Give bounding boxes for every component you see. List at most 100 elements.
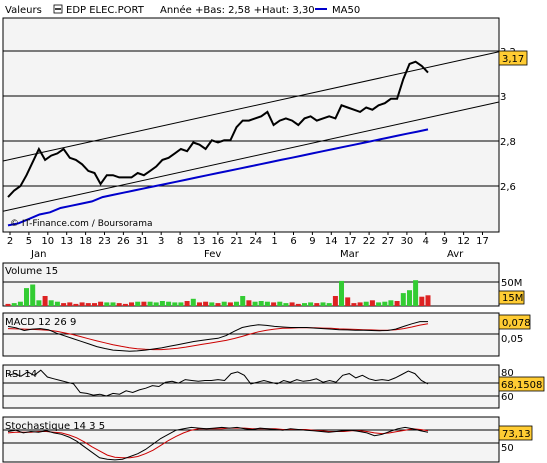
- rsi-last-value: 68,1508: [501, 380, 542, 391]
- date-axis: Jan Fev Mar Avr 2 5 10 13 18 23 26 31 3 8 13 16 21 24…: [7, 232, 489, 260]
- volume-bar: [98, 301, 104, 306]
- rsi-last-value-badge: [498, 376, 545, 392]
- x-tick-label: 27: [382, 236, 395, 247]
- stochastic-title: Stochastique 14 3 5: [5, 421, 105, 432]
- volume-bar: [209, 302, 215, 306]
- volume-bar: [246, 300, 252, 306]
- x-tick-label: 4: [423, 236, 429, 247]
- macd-last-value-badge: [498, 314, 531, 330]
- volume-bar: [178, 302, 184, 306]
- volume-panel: Volume 15 50M 15M: [2, 262, 525, 307]
- x-tick-label: 18: [79, 236, 92, 247]
- year-range-text: Année +Bas: 2,58 +Haut: 3,30: [160, 4, 315, 16]
- volume-bar: [357, 302, 363, 306]
- price-tick-2-8: 2,8: [500, 137, 516, 148]
- volume-bar: [197, 302, 202, 306]
- x-tick-label: 26: [117, 236, 130, 247]
- volume-last-value: 15M: [502, 293, 523, 304]
- x-tick-label: 9: [442, 236, 448, 247]
- x-tick-label: 21: [230, 236, 243, 247]
- volume-bar: [122, 303, 128, 306]
- valeurs-label: Valeurs: [5, 5, 42, 16]
- volume-bar: [73, 303, 79, 306]
- volume-bar: [326, 303, 332, 306]
- volume-bar: [135, 301, 141, 306]
- price-tick-2-6: 2,6: [500, 182, 516, 193]
- price-plot-area: [2, 17, 500, 233]
- volume-bar: [61, 303, 67, 306]
- volume-bar: [42, 296, 48, 306]
- rsi-tick-60: 60: [501, 392, 514, 403]
- volume-bar: [382, 301, 388, 306]
- volume-bar: [407, 290, 412, 306]
- x-tick-label: 17: [344, 236, 357, 247]
- price-last-value: 3,17: [502, 54, 524, 65]
- rsi-title: RSI 14: [5, 369, 37, 380]
- x-tick-label: 8: [177, 236, 183, 247]
- watermark: © IT-Finance.com / Boursorama: [10, 219, 152, 229]
- ma50-legend-label: MA50: [332, 5, 360, 16]
- stochastic-panel: Stochastique 14 3 5 50 73,13: [2, 416, 533, 463]
- macd-signal-line: [7, 323, 429, 351]
- volume-bar: [363, 301, 369, 306]
- volume-bar: [24, 288, 29, 306]
- macd-tick-0-05: 0,05: [501, 334, 523, 345]
- stochastic-last-value: 73,13: [502, 429, 531, 440]
- macd-line: [7, 321, 428, 352]
- volume-bar: [394, 301, 400, 306]
- x-tick-label: 24: [249, 236, 262, 247]
- volume-bar: [11, 303, 17, 306]
- x-tick-label: 14: [325, 236, 338, 247]
- x-tick-label: 1: [271, 236, 277, 247]
- volume-bar: [339, 280, 344, 306]
- volume-bar: [289, 302, 295, 306]
- volume-bar: [388, 300, 394, 306]
- x-tick-label: 31: [136, 236, 149, 247]
- volume-bar: [283, 303, 289, 306]
- x-tick-label: 12: [457, 236, 470, 247]
- x-tick-label: 13: [60, 236, 73, 247]
- volume-bar: [413, 280, 419, 306]
- volume-bar: [5, 303, 11, 306]
- volume-bar: [190, 298, 196, 306]
- volume-bar: [85, 303, 91, 306]
- volume-bar: [234, 301, 239, 306]
- x-tick-label: 10: [41, 236, 54, 247]
- price-last-value-badge: [498, 50, 528, 66]
- volume-bar: [153, 302, 159, 306]
- x-tick-label: 23: [98, 236, 111, 247]
- x-tick-label: 30: [401, 236, 414, 247]
- volume-bar: [295, 303, 301, 306]
- channel-upper-line: [2, 51, 500, 162]
- volume-plot-area: [2, 262, 500, 307]
- macd-last-value: 0,078: [502, 318, 531, 329]
- channel-lower-line: [2, 101, 500, 212]
- month-label-avr: Avr: [447, 249, 464, 260]
- volume-bar: [252, 301, 258, 306]
- volume-bar: [48, 300, 54, 306]
- rsi-line: [7, 369, 429, 397]
- volume-bar: [425, 295, 431, 307]
- volume-tick-50m: 50M: [501, 278, 522, 289]
- x-tick-label: 3: [158, 236, 164, 247]
- price-panel: Valeurs EDP ELEC.PORT Année +Bas: 2,58 +…: [2, 4, 528, 233]
- x-tick-label: 17: [476, 236, 489, 247]
- volume-bar: [258, 301, 264, 306]
- x-tick-label: 5: [26, 236, 32, 247]
- volume-bar: [400, 293, 406, 306]
- volume-bar: [30, 284, 36, 306]
- volume-bar: [17, 301, 23, 306]
- volume-bar: [320, 302, 326, 306]
- volume-bar: [166, 301, 172, 306]
- price-tick-3: 3: [500, 92, 506, 103]
- volume-bar: [129, 302, 134, 306]
- volume-bar: [302, 303, 307, 306]
- volume-bar: [104, 302, 110, 306]
- volume-bar: [79, 302, 85, 306]
- volume-bar: [332, 296, 338, 306]
- volume-bar: [419, 296, 425, 306]
- volume-bar: [184, 301, 190, 306]
- volume-bars: [5, 280, 431, 307]
- stochastic-tick-50: 50: [501, 443, 514, 454]
- month-label-mar: Mar: [340, 249, 360, 260]
